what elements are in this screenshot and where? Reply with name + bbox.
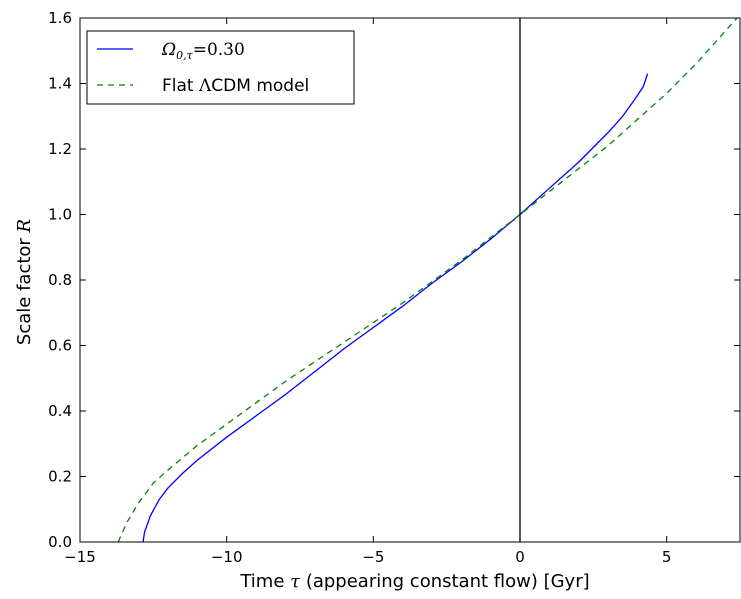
legend-label-omega: Ω0,τ=0.30 xyxy=(161,40,245,62)
x-tick-label: −5 xyxy=(362,548,384,566)
x-tick-label: −15 xyxy=(64,548,96,566)
plot-area xyxy=(79,17,741,543)
y-tick-label: 0.0 xyxy=(48,533,72,551)
data-lines xyxy=(117,17,738,543)
x-axis-label-prefix: Time xyxy=(239,571,290,592)
axis-ticks xyxy=(79,17,740,543)
y-tick-label: 0.2 xyxy=(48,468,72,486)
x-tick-label: −10 xyxy=(211,548,243,566)
legend: Ω0,τ=0.30 Flat ΛCDM model xyxy=(86,30,355,105)
y-tick-label: 0.6 xyxy=(48,337,72,355)
x-tick-label: 5 xyxy=(662,548,672,566)
y-tick-label: 1.0 xyxy=(48,206,72,224)
x-tick-labels: −15 −10 −5 0 5 xyxy=(64,548,671,566)
legend-omega-subscript: 0,τ xyxy=(176,49,193,62)
y-tick-label: 0.4 xyxy=(48,402,72,420)
series-line-0 xyxy=(142,73,649,543)
legend-lcdm-suffix: CDM model xyxy=(211,76,309,96)
legend-omega-value: =0.30 xyxy=(193,40,245,60)
x-axis-label-suffix: (appearing constant flow) [Gyr] xyxy=(300,571,590,592)
y-tick-label: 0.8 xyxy=(48,271,72,289)
y-tick-label: 1.6 xyxy=(48,9,72,27)
legend-lcdm-symbol: Λ xyxy=(198,76,212,96)
y-tick-labels: 0.0 0.2 0.4 0.6 0.8 1.0 1.2 1.4 1.6 xyxy=(48,9,72,551)
legend-label-lcdm: Flat ΛCDM model xyxy=(162,76,309,96)
x-tick-label: 0 xyxy=(515,548,525,566)
y-axis-label: Scale factor R xyxy=(14,219,35,345)
x-axis-label-symbol: τ xyxy=(290,571,301,592)
y-axis-label-prefix: Scale factor xyxy=(14,232,35,345)
legend-omega-symbol: Ω xyxy=(161,40,176,60)
x-axis-label: Time τ (appearing constant flow) [Gyr] xyxy=(239,571,589,592)
legend-box xyxy=(86,30,355,105)
y-axis-label-symbol: R xyxy=(14,219,35,234)
legend-lcdm-prefix: Flat xyxy=(162,76,199,96)
y-tick-label: 1.4 xyxy=(48,75,72,93)
y-tick-label: 1.2 xyxy=(48,140,72,158)
